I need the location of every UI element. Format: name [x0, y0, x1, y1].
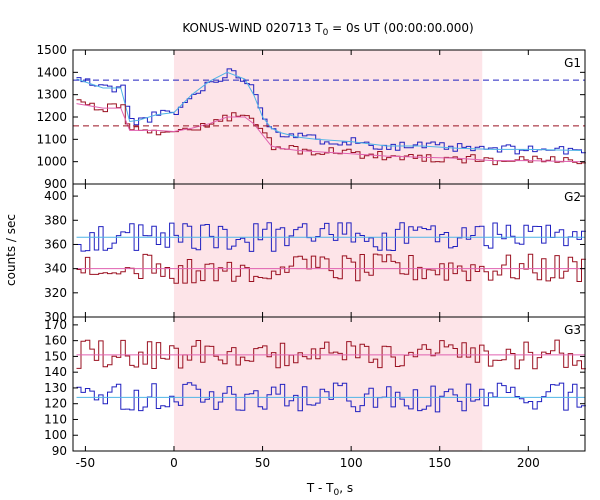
series-blue-g1 — [76, 68, 586, 155]
y-tick-label: 1200 — [36, 110, 67, 124]
x-tick-label: 50 — [255, 456, 270, 470]
chart-title: KONUS-WIND 020713 T0 = 0s UT (00:00:00.0… — [182, 21, 473, 38]
y-tick-label: 1000 — [36, 155, 67, 169]
series-blue-g3 — [76, 382, 586, 413]
y-tick-label: 170 — [44, 318, 67, 332]
shaded-interval — [173, 184, 483, 317]
x-tick-label: 0 — [170, 456, 178, 470]
shaded-interval — [173, 50, 483, 184]
y-tick-label: 150 — [44, 349, 67, 363]
panel-label: G1 — [564, 56, 581, 70]
series-red-fit-g1 — [76, 103, 582, 163]
y-tick-label: 900 — [44, 177, 67, 191]
series-red-g2 — [76, 253, 586, 284]
x-tick-label: 200 — [517, 456, 540, 470]
y-tick-label: 140 — [44, 365, 67, 379]
x-tick-label: 100 — [340, 456, 363, 470]
y-tick-label: 1100 — [36, 132, 67, 146]
y-axis-label: counts / sec — [4, 214, 18, 286]
y-tick-label: 1400 — [36, 65, 67, 79]
series-blue-fit-g1 — [76, 71, 582, 151]
y-tick-label: 130 — [44, 381, 67, 395]
series-red-g3 — [76, 339, 586, 370]
panel-g1: 900 1000 1100 1200 1300 1400 1500 G1 — [36, 43, 586, 191]
series-blue-g2 — [76, 222, 586, 252]
panel-frame — [72, 316, 586, 452]
y-tick-label: 380 — [44, 213, 67, 227]
x-tick-label: -50 — [76, 456, 96, 470]
y-tick-label: 110 — [44, 412, 67, 426]
x-tick-label: 150 — [428, 456, 451, 470]
y-tick-label: 120 — [44, 397, 67, 411]
panel-label: G3 — [564, 323, 581, 337]
y-tick-label: 340 — [44, 262, 67, 276]
y-tick-label: 320 — [44, 286, 67, 300]
plot-panels: 900100011001200130014001500G130032034036… — [36, 43, 586, 470]
y-tick-label: 300 — [44, 310, 67, 324]
y-tick-label: 1500 — [36, 43, 67, 57]
y-tick-label: 360 — [44, 237, 67, 251]
y-tick-label: 90 — [52, 444, 67, 458]
y-tick-label: 1300 — [36, 88, 67, 102]
y-tick-label: 100 — [44, 428, 67, 442]
y-tick-label: 160 — [44, 334, 67, 348]
shaded-interval — [173, 317, 483, 451]
panel-label: G2 — [564, 190, 581, 204]
x-axis-label: T - T0, s — [306, 481, 353, 498]
y-tick-label: 400 — [44, 189, 67, 203]
panel-g2: 300 320 340 360 380 400 G2 — [44, 183, 586, 324]
